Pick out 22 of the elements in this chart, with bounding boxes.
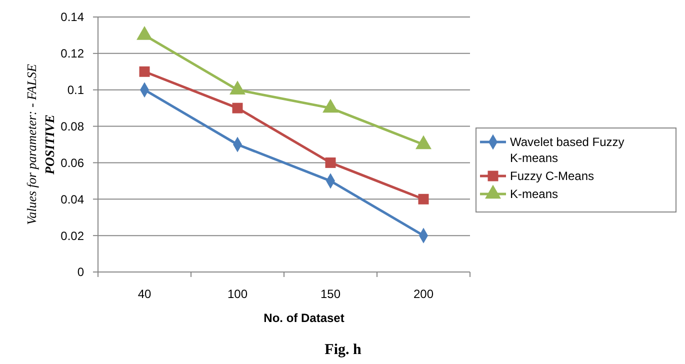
y-tick-label: 0 [77, 265, 84, 280]
y-tick-label: 0.1 [67, 83, 84, 98]
y-tick-label: 0.12 [60, 46, 84, 61]
text: Fig. h [324, 342, 362, 358]
y-tick-label: 0.06 [60, 156, 84, 170]
x-axis-title: No. of Dataset [264, 311, 344, 325]
x-tick-label: 200 [413, 287, 434, 301]
y-tick-label: 0.14 [60, 10, 84, 24]
point [325, 157, 336, 168]
y-axis-title: Values for parameter: - FALSE POSITIVE [24, 64, 57, 225]
legend-label: K-means [510, 187, 558, 201]
x-tick-label: 40 [138, 287, 152, 301]
point [232, 102, 243, 114]
y-tick-label: 0.02 [60, 228, 84, 243]
point [418, 194, 429, 204]
legend-label: Wavelet based Fuzzy K-means [510, 135, 624, 165]
legend-label: Fuzzy C-Means [510, 169, 594, 183]
y-tick-label: 0.04 [60, 192, 84, 206]
y-tick-label: 0.08 [60, 119, 84, 134]
point [139, 66, 150, 77]
x-tick-label: 150 [320, 287, 341, 301]
x-tick-label: 100 [227, 287, 248, 301]
